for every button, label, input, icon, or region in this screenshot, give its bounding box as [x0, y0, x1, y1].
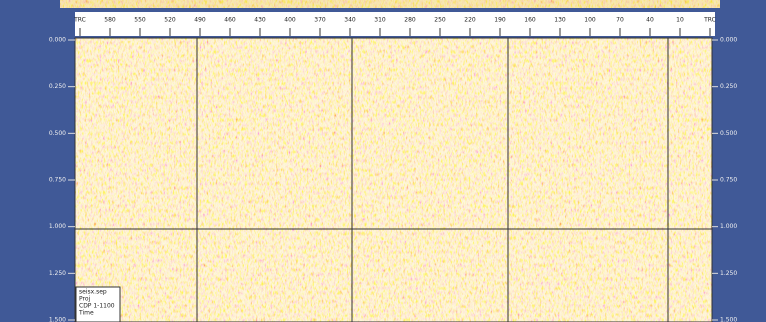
top-tick-label: 160 — [524, 17, 536, 24]
top-tick-label: 250 — [434, 17, 446, 24]
top-tick-label: 40 — [646, 17, 654, 24]
top-tick-label: 460 — [224, 17, 236, 24]
top-tick-label: 190 — [494, 17, 506, 24]
info-line: Proj — [79, 296, 91, 303]
info-line: seisx.sep — [79, 289, 107, 296]
top-tick-label: 10 — [676, 17, 684, 24]
right-axis: 0.000 0.250 0.500 0.750 1.000 1.250 1.500 — [712, 37, 737, 322]
top-tick-label: 310 — [374, 17, 386, 24]
top-tick-label: TRC — [703, 17, 716, 24]
right-tick-label: 1.500 — [720, 317, 737, 322]
left-tick-label: 1.500 — [49, 317, 66, 322]
top-tick-label: 220 — [464, 17, 476, 24]
right-tick-label: 1.000 — [720, 223, 737, 230]
top-tick-label: 430 — [254, 17, 266, 24]
info-line: CDP 1-1100 — [79, 303, 115, 310]
top-tick-label: 280 — [404, 17, 416, 24]
top-axis: TRC 580 550 520 490 460 430 400 370 340 310 280 250 2… — [73, 17, 716, 36]
left-tick-label: 1.000 — [49, 223, 66, 230]
top-tick-label: 130 — [554, 17, 566, 24]
top-tick-label: 370 — [314, 17, 326, 24]
top-tick-label: 70 — [616, 17, 624, 24]
right-tick-label: 0.750 — [720, 177, 737, 184]
left-tick-label: 0.500 — [49, 130, 66, 137]
left-tick-label: 0.000 — [49, 37, 66, 44]
top-tick-label: 400 — [284, 17, 296, 24]
info-box — [75, 286, 121, 322]
top-tick-label: 100 — [584, 17, 596, 24]
top-ruler — [75, 12, 715, 36]
left-axis: 0.000 0.250 0.500 0.750 1.000 1.250 1.500 — [49, 37, 75, 322]
info-line: Time — [78, 310, 94, 317]
left-tick-label: 0.250 — [49, 83, 66, 90]
right-tick-label: 0.000 — [720, 37, 737, 44]
upper-pane-texture — [60, 0, 720, 8]
right-tick-label: 0.500 — [720, 130, 737, 137]
right-tick-label: 0.250 — [720, 83, 737, 90]
top-tick-label: TRC — [73, 17, 86, 24]
grid — [75, 38, 712, 322]
seismic-traces — [75, 38, 712, 322]
left-tick-label: 0.750 — [49, 177, 66, 184]
right-tick-label: 1.250 — [720, 270, 737, 277]
top-tick-label: 520 — [164, 17, 176, 24]
top-tick-label: 340 — [344, 17, 356, 24]
top-tick-label: 580 — [104, 17, 116, 24]
left-tick-label: 1.250 — [49, 270, 66, 277]
top-tick-label: 490 — [194, 17, 206, 24]
top-tick-label: 550 — [134, 17, 146, 24]
